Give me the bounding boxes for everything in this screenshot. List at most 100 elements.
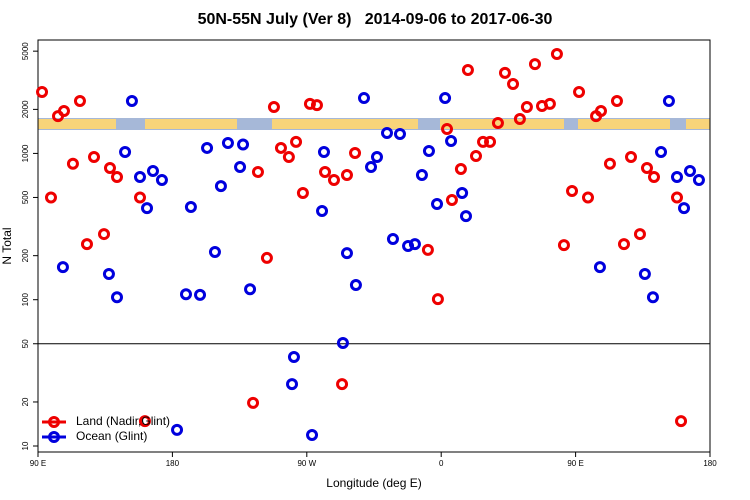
point (251, 165, 264, 178)
point (287, 350, 300, 363)
point (237, 138, 250, 151)
y-tick-label: 20 (21, 397, 30, 406)
point (386, 233, 399, 246)
point (625, 151, 638, 164)
point (138, 415, 151, 428)
point (670, 170, 683, 183)
y-tick-label: 5000 (21, 42, 30, 60)
point (469, 150, 482, 163)
y-tick-label: 200 (21, 248, 30, 262)
plot-frame (37, 39, 711, 453)
point (244, 283, 257, 296)
point (393, 128, 406, 141)
point (415, 168, 428, 181)
point (179, 288, 192, 301)
point (296, 187, 309, 200)
point (431, 293, 444, 306)
point (581, 191, 594, 204)
y-tick-label: 100 (21, 292, 30, 306)
point (119, 145, 132, 158)
point (340, 247, 353, 260)
point (221, 137, 234, 150)
legend-marker (48, 416, 60, 428)
point (274, 141, 287, 154)
point (646, 291, 659, 304)
point (459, 210, 472, 223)
point (365, 161, 378, 174)
point (507, 78, 520, 91)
point (194, 288, 207, 301)
point (550, 48, 563, 61)
point (88, 151, 100, 164)
point (57, 104, 70, 117)
point (336, 336, 349, 349)
point (282, 151, 295, 164)
point (98, 228, 111, 241)
point (648, 170, 660, 183)
point (454, 163, 467, 176)
point (110, 291, 123, 304)
point (103, 161, 116, 174)
point (357, 92, 370, 105)
point (638, 267, 651, 280)
point (610, 95, 623, 108)
y-tick-label: 500 (21, 190, 30, 204)
x-tick-label: 0 (439, 459, 444, 468)
point (327, 174, 340, 187)
point (439, 92, 452, 105)
point (445, 134, 458, 147)
point (349, 279, 362, 292)
point (303, 97, 316, 110)
point (286, 378, 299, 391)
point (155, 174, 168, 187)
point (431, 198, 444, 211)
point (133, 170, 146, 183)
point (633, 228, 646, 241)
point (380, 127, 393, 140)
point (56, 261, 69, 274)
x-tick-label: 90 E (567, 459, 583, 468)
point (340, 168, 353, 181)
point (557, 239, 570, 252)
point (80, 238, 93, 251)
point (461, 64, 474, 77)
point (370, 151, 383, 164)
point (316, 205, 329, 218)
point (617, 238, 630, 251)
point (317, 145, 330, 158)
point (408, 238, 421, 251)
point (566, 185, 579, 198)
point (484, 135, 497, 148)
x-tick-label: 180 (703, 459, 717, 468)
point (593, 261, 606, 274)
point (513, 112, 526, 125)
point (477, 135, 490, 148)
point (44, 191, 57, 204)
point (349, 147, 362, 160)
x-tick-label: 90 E (30, 459, 46, 468)
y-axis-label: N Total (0, 227, 14, 264)
legend-marker (48, 431, 60, 443)
point (310, 99, 323, 112)
point (171, 423, 184, 436)
point (290, 135, 303, 148)
point (662, 95, 675, 108)
chart-title: 50N-55N July (Ver 8) 2014-09-06 to 2017-… (198, 11, 553, 28)
point (36, 85, 49, 98)
point (201, 141, 214, 154)
point (543, 97, 556, 110)
y-tick-label: 10 (21, 441, 30, 450)
point (267, 101, 280, 114)
point (422, 145, 435, 158)
point (110, 170, 123, 183)
point (441, 123, 454, 136)
point (603, 157, 616, 170)
point (421, 243, 434, 256)
point (670, 191, 683, 204)
point (678, 202, 691, 215)
legend-label: Land (Nadir,Glint) (76, 414, 170, 428)
x-tick-label: 180 (166, 459, 180, 468)
point (234, 161, 247, 174)
point (184, 201, 197, 214)
